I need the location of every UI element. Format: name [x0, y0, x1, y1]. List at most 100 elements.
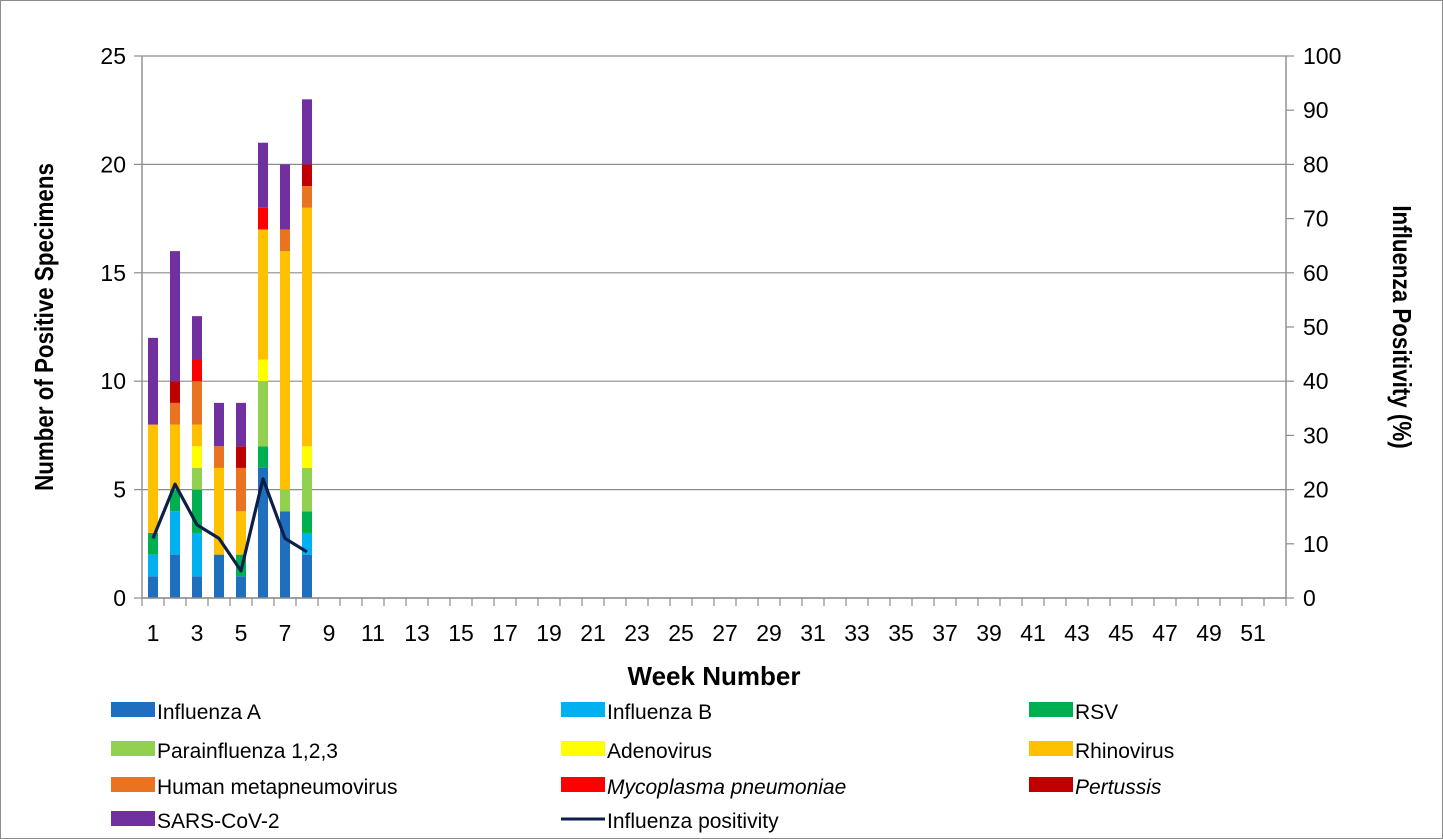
gridlines	[142, 55, 1286, 599]
x-tick-label-33: 33	[844, 620, 870, 646]
bar-week-8-pertussis	[302, 164, 312, 187]
y2-axis-title: Influenza Positivity (%)	[1387, 205, 1416, 448]
bar-week-8-sars-cov-2	[302, 99, 312, 165]
x-tick-labels: 1 3 5 7 9 11 13 15 17 19 21 23 25 27 29 31 33 35 37 39 41 43 4…	[147, 620, 1266, 646]
bar-week-6-parainfluenza-1-2-3	[258, 381, 268, 447]
bar-week-3-rhinovirus	[192, 424, 202, 447]
x-tick-label-21: 21	[580, 620, 606, 646]
right-tick-label-50: 50	[1303, 314, 1329, 340]
bar-week-1-sars-cov-2	[148, 337, 158, 425]
legend-swatch-pertussis	[1029, 777, 1073, 792]
right-tick-label-100: 100	[1303, 43, 1341, 69]
legend-label-rhinovirus: Rhinovirus	[1075, 740, 1174, 763]
bar-week-1-rsv	[148, 532, 158, 555]
right-tick-label-60: 60	[1303, 260, 1329, 286]
x-tick-label-27: 27	[712, 620, 738, 646]
bar-week-7-influenza-a	[280, 511, 290, 598]
bar-week-3-adenovirus	[192, 446, 202, 468]
bar-week-8-human-metapneumovirus	[302, 186, 312, 208]
bar-week-3-influenza-a	[192, 576, 202, 598]
x-tick-label-15: 15	[448, 620, 474, 646]
left-tick-label-20: 20	[100, 151, 126, 177]
legend-swatch-influenza-a	[111, 702, 155, 717]
legend-label-sars-cov-2: SARS-CoV-2	[157, 810, 280, 833]
x-tick-label-9: 9	[323, 620, 336, 646]
x-tick-label-39: 39	[976, 620, 1002, 646]
bar-week-1-rhinovirus	[148, 424, 158, 533]
x-axis-title: Week Number	[628, 661, 801, 691]
x-tick-label-51: 51	[1240, 620, 1266, 646]
right-tick-label-70: 70	[1303, 206, 1329, 232]
bar-week-5-influenza-a	[236, 576, 246, 598]
bar-week-3-parainfluenza-1-2-3	[192, 467, 202, 490]
bar-week-3-rsv	[192, 489, 202, 533]
legend-label-human-metapneumovirus: Human metapneumovirus	[157, 776, 397, 799]
y-axis-title: Number of Positive Specimens	[30, 163, 59, 491]
axes	[134, 55, 1294, 606]
legend-swatch-human-metapneumovirus	[111, 777, 155, 792]
bars	[148, 99, 312, 598]
legend-label-pertussis: Pertussis	[1075, 776, 1162, 799]
legend-swatch-rhinovirus	[1029, 741, 1073, 756]
x-tick-label-1: 1	[147, 620, 160, 646]
right-tick-label-20: 20	[1303, 477, 1329, 503]
left-tick-label-25: 25	[100, 43, 126, 69]
x-tick-label-49: 49	[1196, 620, 1222, 646]
bar-week-8-parainfluenza-1-2-3	[302, 467, 312, 512]
right-tick-label-80: 80	[1303, 151, 1329, 177]
legend-swatch-mycoplasma-pneumoniae	[561, 777, 605, 792]
bar-week-7-sars-cov-2	[280, 164, 290, 230]
x-tick-label-3: 3	[191, 620, 204, 646]
bar-week-4-rhinovirus	[214, 467, 224, 555]
x-tick-label-29: 29	[756, 620, 782, 646]
legend-label-adenovirus: Adenovirus	[607, 740, 712, 763]
bar-week-3-influenza-b	[192, 532, 202, 577]
x-tick-label-5: 5	[235, 620, 248, 646]
x-tick-label-35: 35	[888, 620, 914, 646]
bar-week-8-influenza-b	[302, 532, 312, 555]
bar-week-6-rsv	[258, 446, 268, 468]
bar-week-7-human-metapneumovirus	[280, 229, 290, 252]
bar-week-2-sars-cov-2	[170, 251, 180, 382]
bar-week-2-pertussis	[170, 381, 180, 403]
legend-swatch-rsv	[1029, 702, 1073, 717]
bar-week-3-human-metapneumovirus	[192, 381, 202, 425]
bar-week-2-influenza-b	[170, 511, 180, 555]
x-tick-label-17: 17	[492, 620, 518, 646]
bar-week-5-human-metapneumovirus	[236, 467, 246, 512]
legend-label-influenza-a: Influenza A	[157, 701, 261, 724]
x-tick-label-25: 25	[668, 620, 694, 646]
legend-swatch-sars-cov-2	[111, 811, 155, 826]
right-tick-labels: 0 10 20 30 40 50 60 70 80 90 100	[1303, 43, 1341, 611]
right-tick-label-10: 10	[1303, 531, 1329, 557]
left-tick-label-5: 5	[113, 477, 126, 503]
bar-week-5-rhinovirus	[236, 511, 246, 555]
x-tick-label-7: 7	[279, 620, 292, 646]
legend-label-mycoplasma-pneumoniae: Mycoplasma pneumoniae	[607, 776, 846, 799]
legend-swatch-adenovirus	[561, 741, 605, 756]
bar-week-6-influenza-a	[258, 467, 268, 598]
left-tick-labels: 0 5 10 15 20 25	[100, 43, 126, 611]
bar-week-8-influenza-a	[302, 554, 312, 598]
legend-label-influenza-b: Influenza B	[607, 701, 712, 724]
bar-week-1-influenza-a	[148, 576, 158, 598]
bar-week-5-sars-cov-2	[236, 402, 246, 447]
bar-week-6-rhinovirus	[258, 229, 268, 360]
x-tick-label-23: 23	[624, 620, 650, 646]
bar-week-6-sars-cov-2	[258, 142, 268, 208]
right-tick-label-0: 0	[1303, 585, 1316, 611]
x-tick-label-13: 13	[404, 620, 430, 646]
x-tick-label-19: 19	[536, 620, 562, 646]
x-tick-label-31: 31	[800, 620, 826, 646]
right-tick-label-90: 90	[1303, 97, 1329, 123]
bar-week-1-influenza-b	[148, 554, 158, 577]
x-tick-label-37: 37	[932, 620, 958, 646]
bar-week-3-sars-cov-2	[192, 316, 202, 360]
positivity-line	[151, 477, 308, 573]
x-tick-label-11: 11	[361, 620, 385, 646]
bar-week-5-pertussis	[236, 446, 246, 468]
bar-week-2-rhinovirus	[170, 424, 180, 490]
bar-week-4-sars-cov-2	[214, 402, 224, 447]
legend-label-influenza-positivity: Influenza positivity	[607, 810, 779, 833]
